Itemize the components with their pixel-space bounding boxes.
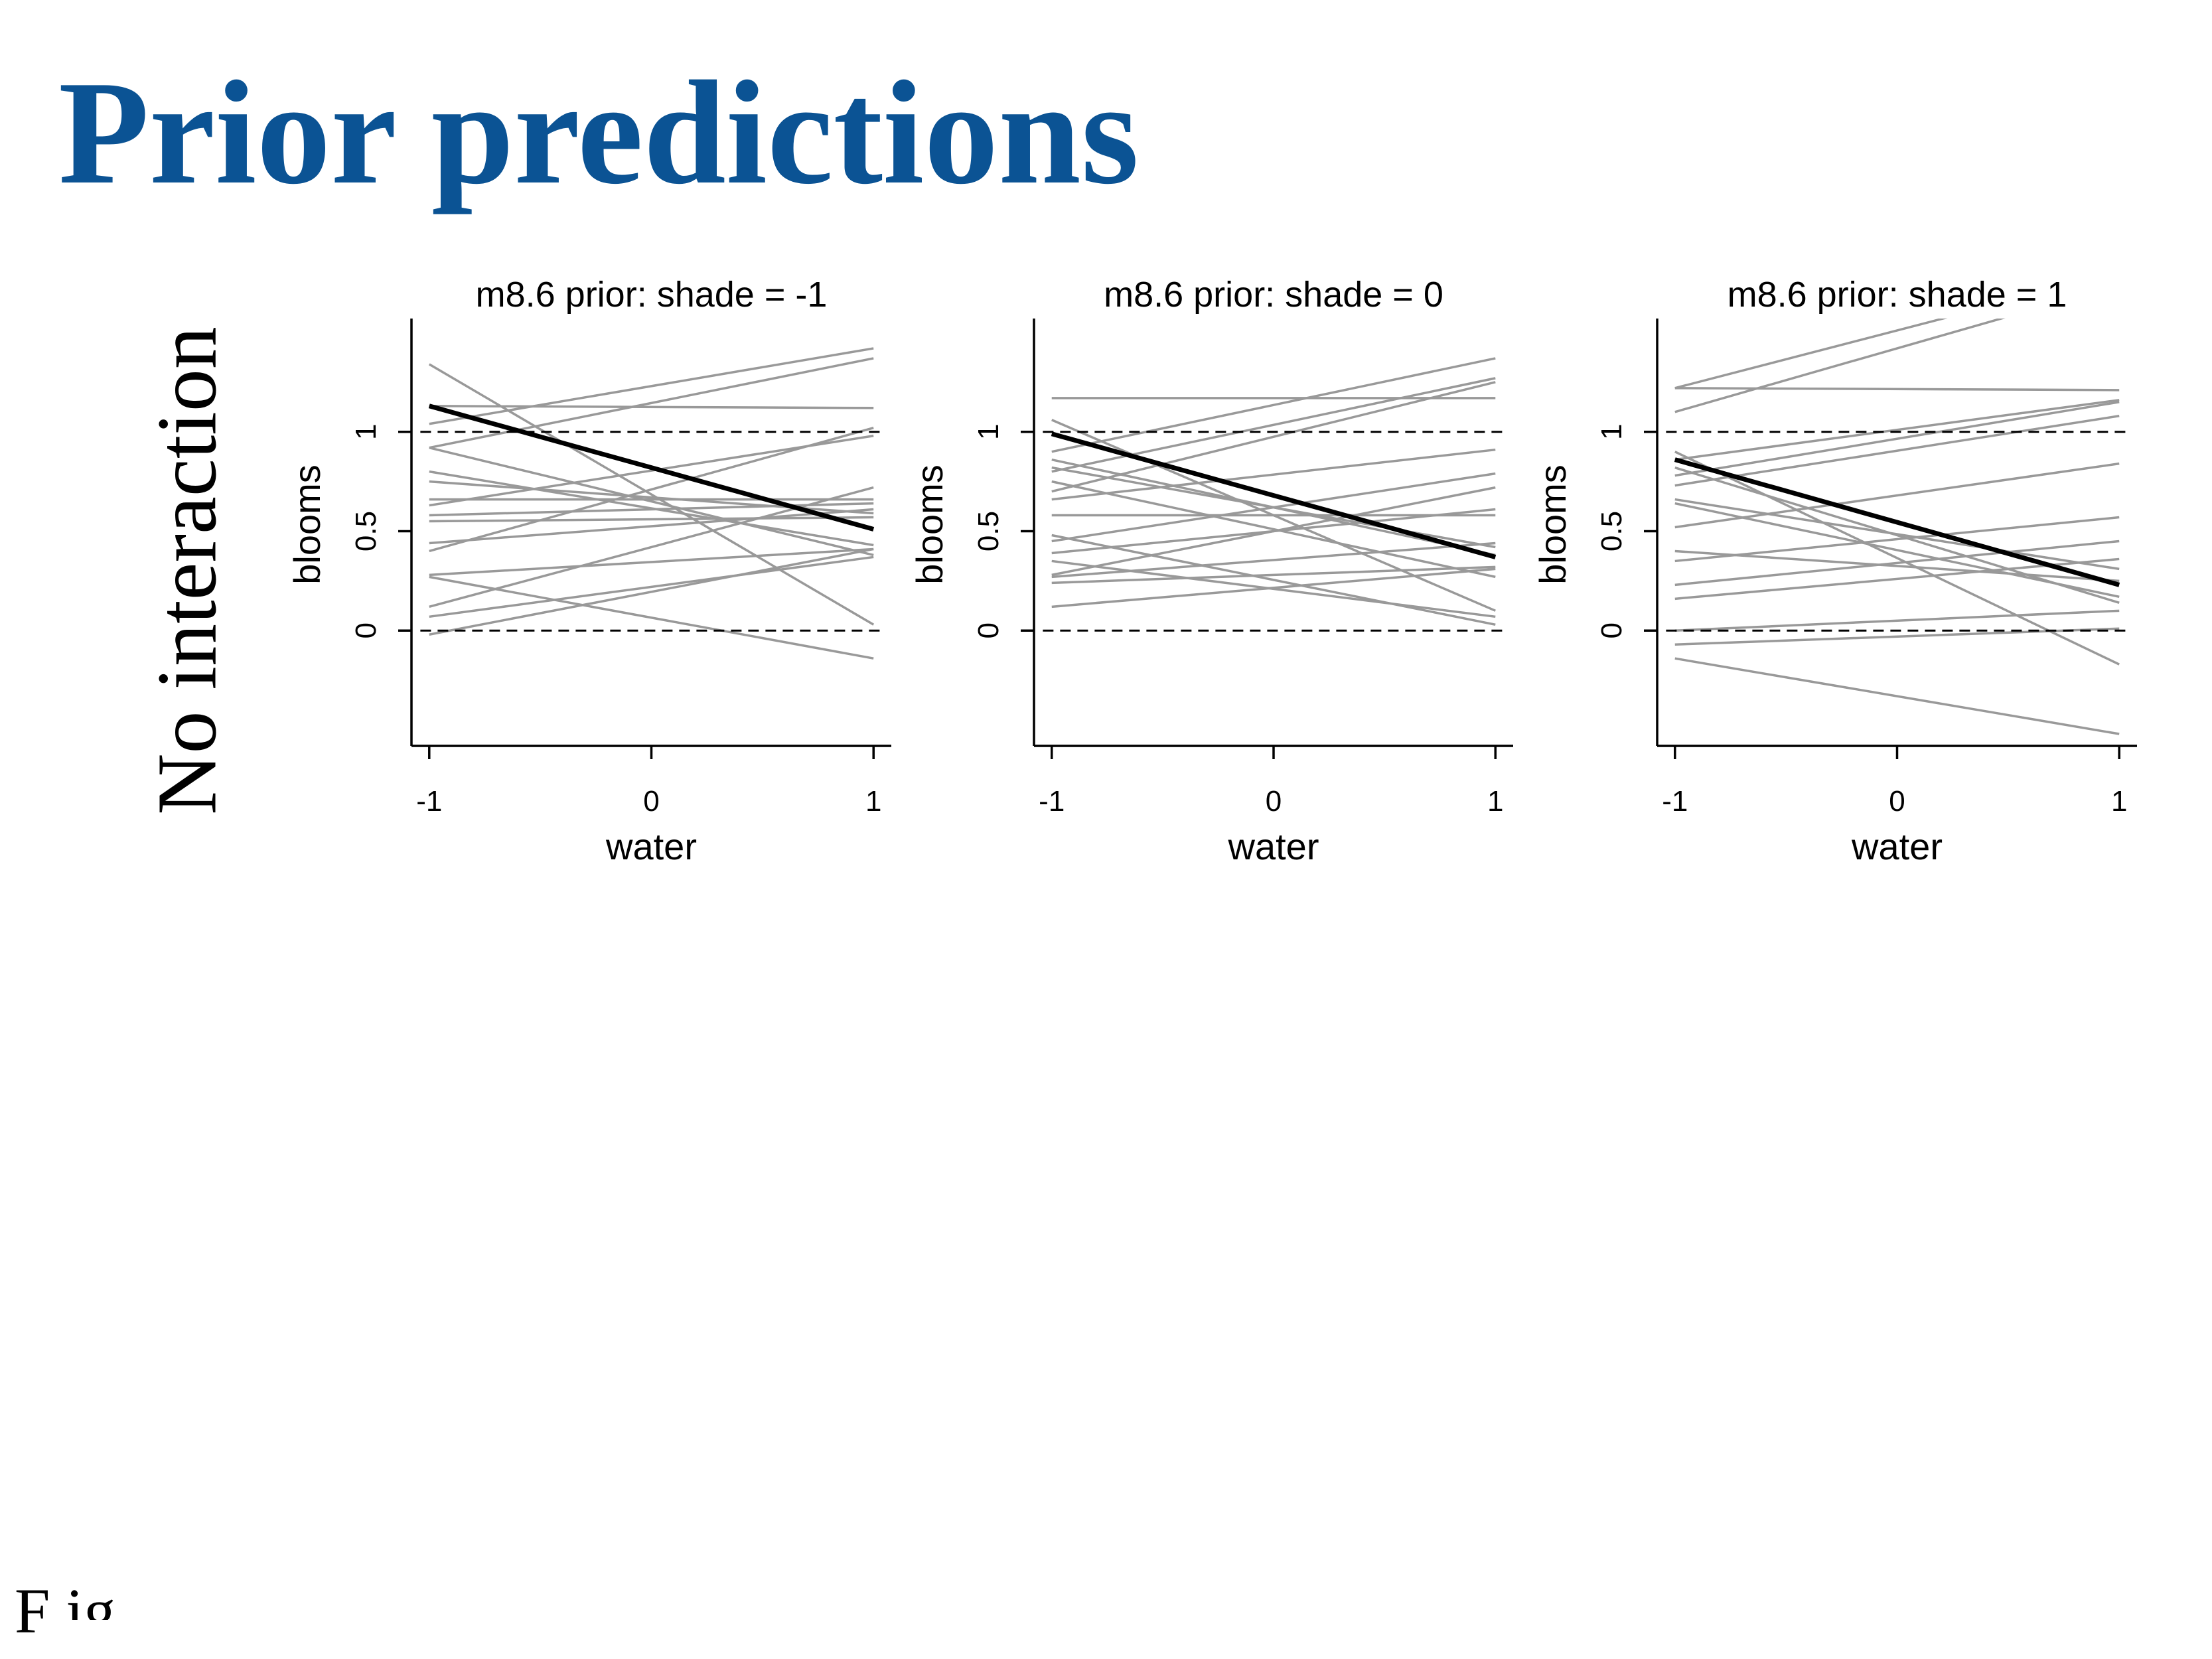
x-tick-label: 1 xyxy=(865,785,881,818)
x-tick-label: -1 xyxy=(416,785,442,818)
prior-sample-line xyxy=(1051,357,1496,453)
prior-sample-line xyxy=(429,357,874,449)
y-tick-label: 0.5 xyxy=(1595,511,1628,551)
prior-sample-line xyxy=(429,486,874,609)
chart-title: m8.6 prior: shade = 1 xyxy=(1728,275,2067,315)
y-tick-label: 0.5 xyxy=(350,511,382,551)
y-axis-title: blooms xyxy=(1532,465,1574,585)
slide-title: Prior predictions xyxy=(58,50,1140,215)
prior-sample-line xyxy=(428,363,875,626)
y-tick-label: 1 xyxy=(350,423,382,439)
prior-sample-line xyxy=(1674,540,2120,587)
prior-sample-line xyxy=(429,434,874,507)
chart-panel-2: m8.6 prior: shade = 0 -1 0 1 0 0.5 1 water bloom… xyxy=(909,275,1513,867)
y-axis-title: blooms xyxy=(286,465,328,585)
footer-letter: F xyxy=(15,1575,50,1646)
x-tick-label: 0 xyxy=(643,785,659,818)
chart-panel-3: m8.6 prior: shade = 1 -1 0 1 0 0.5 1 water bloom… xyxy=(1532,275,2137,867)
y-tick-label: 0.5 xyxy=(972,511,1005,551)
prior-sample-line xyxy=(429,508,874,545)
x-axis-title: water xyxy=(605,826,697,867)
prior-sample-line xyxy=(1674,627,2120,646)
x-tick-label: -1 xyxy=(1039,785,1065,818)
prior-sample-line xyxy=(1051,486,1496,577)
prior-sample-line xyxy=(429,547,874,636)
x-axis-title: water xyxy=(1851,826,1943,867)
y-tick-label: 1 xyxy=(972,423,1005,439)
prior-sample-line xyxy=(1674,401,2120,477)
prior-sample-line xyxy=(1674,466,2120,605)
mean-prediction-line xyxy=(1674,457,2120,587)
mean-prediction-line xyxy=(428,403,875,532)
prior-sample-line xyxy=(1674,516,2120,563)
prior-sample-line xyxy=(429,575,874,660)
y-axis-title: blooms xyxy=(909,465,950,585)
prior-sample-line xyxy=(1674,319,1948,390)
prior-sample-line xyxy=(1051,448,1496,501)
prior-sample-line xyxy=(1674,415,2120,487)
prior-sample-line xyxy=(1674,609,2120,632)
chart-title: m8.6 prior: shade = 0 xyxy=(1104,275,1443,315)
prior-sample-line xyxy=(429,446,874,557)
prior-sample-line xyxy=(1674,387,2120,392)
prior-sample-line xyxy=(1674,549,2120,583)
prior-sample-line xyxy=(1674,657,2120,735)
prior-sample-line xyxy=(429,516,874,523)
prior-sample-line xyxy=(429,547,874,577)
prior-sample-line xyxy=(429,347,874,425)
prior-sample-line xyxy=(1674,462,2120,529)
y-tick-label: 0 xyxy=(1595,622,1628,638)
prior-sample-line xyxy=(1051,567,1496,609)
footer-cut-text: ig xyxy=(66,1575,116,1621)
x-axis-title: water xyxy=(1228,826,1319,867)
prior-sample-line xyxy=(1051,480,1496,579)
chart-title: m8.6 prior: shade = -1 xyxy=(476,275,828,315)
prior-sample-line xyxy=(1674,399,2120,461)
mean-prediction-line xyxy=(1051,431,1497,559)
y-tick-label: 0 xyxy=(350,622,382,638)
prior-sample-line xyxy=(1051,534,1496,626)
x-tick-label: -1 xyxy=(1662,785,1688,818)
x-tick-label: 1 xyxy=(2111,785,2127,818)
prior-sample-line xyxy=(429,405,874,409)
prior-sample-line xyxy=(1051,565,1496,585)
prior-lines xyxy=(1674,319,2120,735)
footer-fragment: F ig xyxy=(15,1574,115,1648)
chart-panel-1: m8.6 prior: shade = -1 -1 0 1 0 0.5 1 water bloo… xyxy=(286,275,891,867)
prior-sample-line xyxy=(1051,466,1496,549)
x-tick-label: 1 xyxy=(1487,785,1503,818)
prior-sample-line xyxy=(1051,381,1496,493)
y-tick-label: 1 xyxy=(1595,423,1628,439)
x-tick-label: 0 xyxy=(1889,785,1905,818)
prior-sample-line xyxy=(1051,541,1496,579)
prior-sample-line xyxy=(429,555,874,618)
prior-sample-line xyxy=(1674,319,2006,413)
prior-lines xyxy=(1051,357,1496,626)
prior-lines xyxy=(428,347,875,660)
y-tick-label: 0 xyxy=(972,622,1005,638)
x-tick-label: 0 xyxy=(1266,785,1282,818)
prior-sample-line xyxy=(429,502,874,517)
prior-sample-line xyxy=(1674,451,2120,666)
